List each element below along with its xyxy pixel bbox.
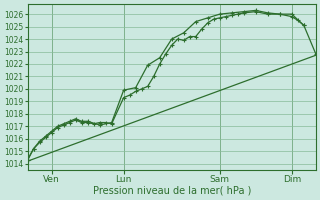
X-axis label: Pression niveau de la mer( hPa ): Pression niveau de la mer( hPa ) [92,186,251,196]
